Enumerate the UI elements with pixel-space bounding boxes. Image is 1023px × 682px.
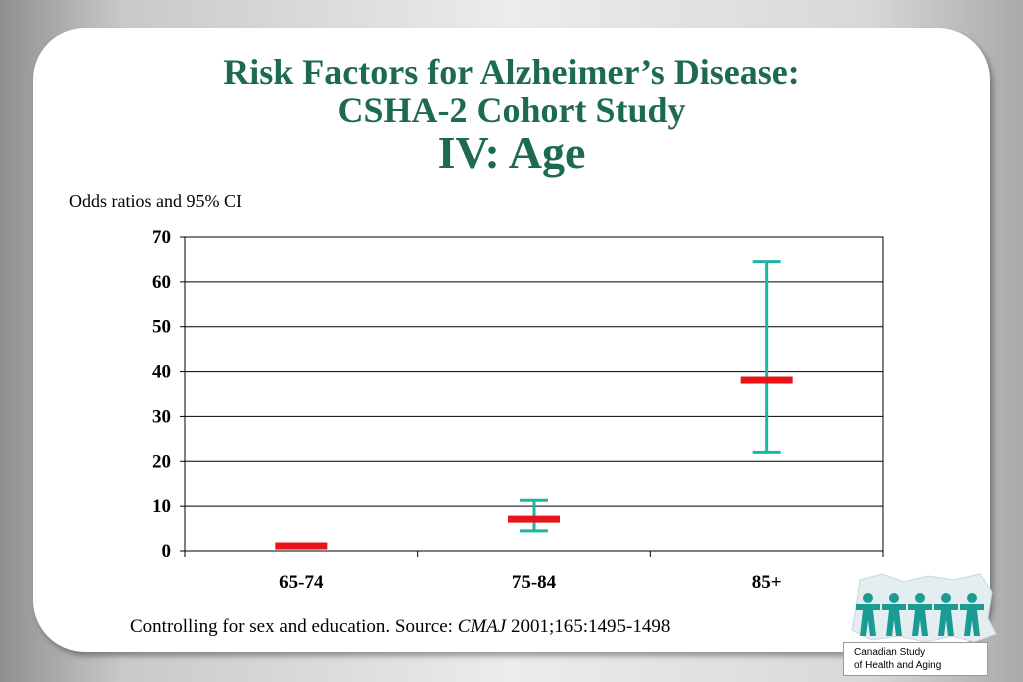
logo-caption-line1: Canadian Study: [854, 647, 926, 658]
y-tick-label: 20: [152, 451, 171, 472]
x-tick-label: 75-84: [512, 572, 557, 593]
logo-caption: Canadian Study of Health and Aging: [843, 642, 988, 676]
slide-title-line1: Risk Factors for Alzheimer’s Disease:: [223, 52, 800, 92]
y-tick-label: 10: [152, 496, 171, 517]
logo-caption-line2: of Health and Aging: [854, 660, 942, 671]
odds-ratio-point: [275, 542, 328, 550]
y-axis-label: Odds ratios and 95% CI: [69, 191, 242, 211]
slide-title-line2: CSHA-2 Cohort Study: [337, 90, 686, 130]
odds-ratio-point: [740, 376, 793, 384]
y-tick-label: 40: [152, 362, 171, 383]
x-tick-label: 85+: [752, 572, 782, 593]
y-tick-label: 70: [152, 227, 171, 248]
csha-logo-icon: [851, 573, 997, 643]
odds-ratio-point: [508, 515, 560, 523]
y-tick-label: 60: [152, 272, 171, 293]
footnote-journal: CMAJ: [457, 616, 507, 637]
slide-card: [33, 28, 990, 652]
slide-title-line3: IV: Age: [437, 127, 586, 178]
y-tick-label: 30: [152, 406, 171, 427]
footnote: Controlling for sex and education. Sourc…: [130, 616, 670, 638]
y-tick-label: 0: [162, 541, 172, 562]
y-tick-label: 50: [152, 317, 171, 338]
footnote-prefix: Controlling for sex and education. Sourc…: [130, 616, 458, 637]
plot-frame: [184, 236, 884, 552]
x-tick-label: 65-74: [279, 572, 324, 593]
footnote-suffix: 2001;165:1495-1498: [506, 616, 671, 637]
